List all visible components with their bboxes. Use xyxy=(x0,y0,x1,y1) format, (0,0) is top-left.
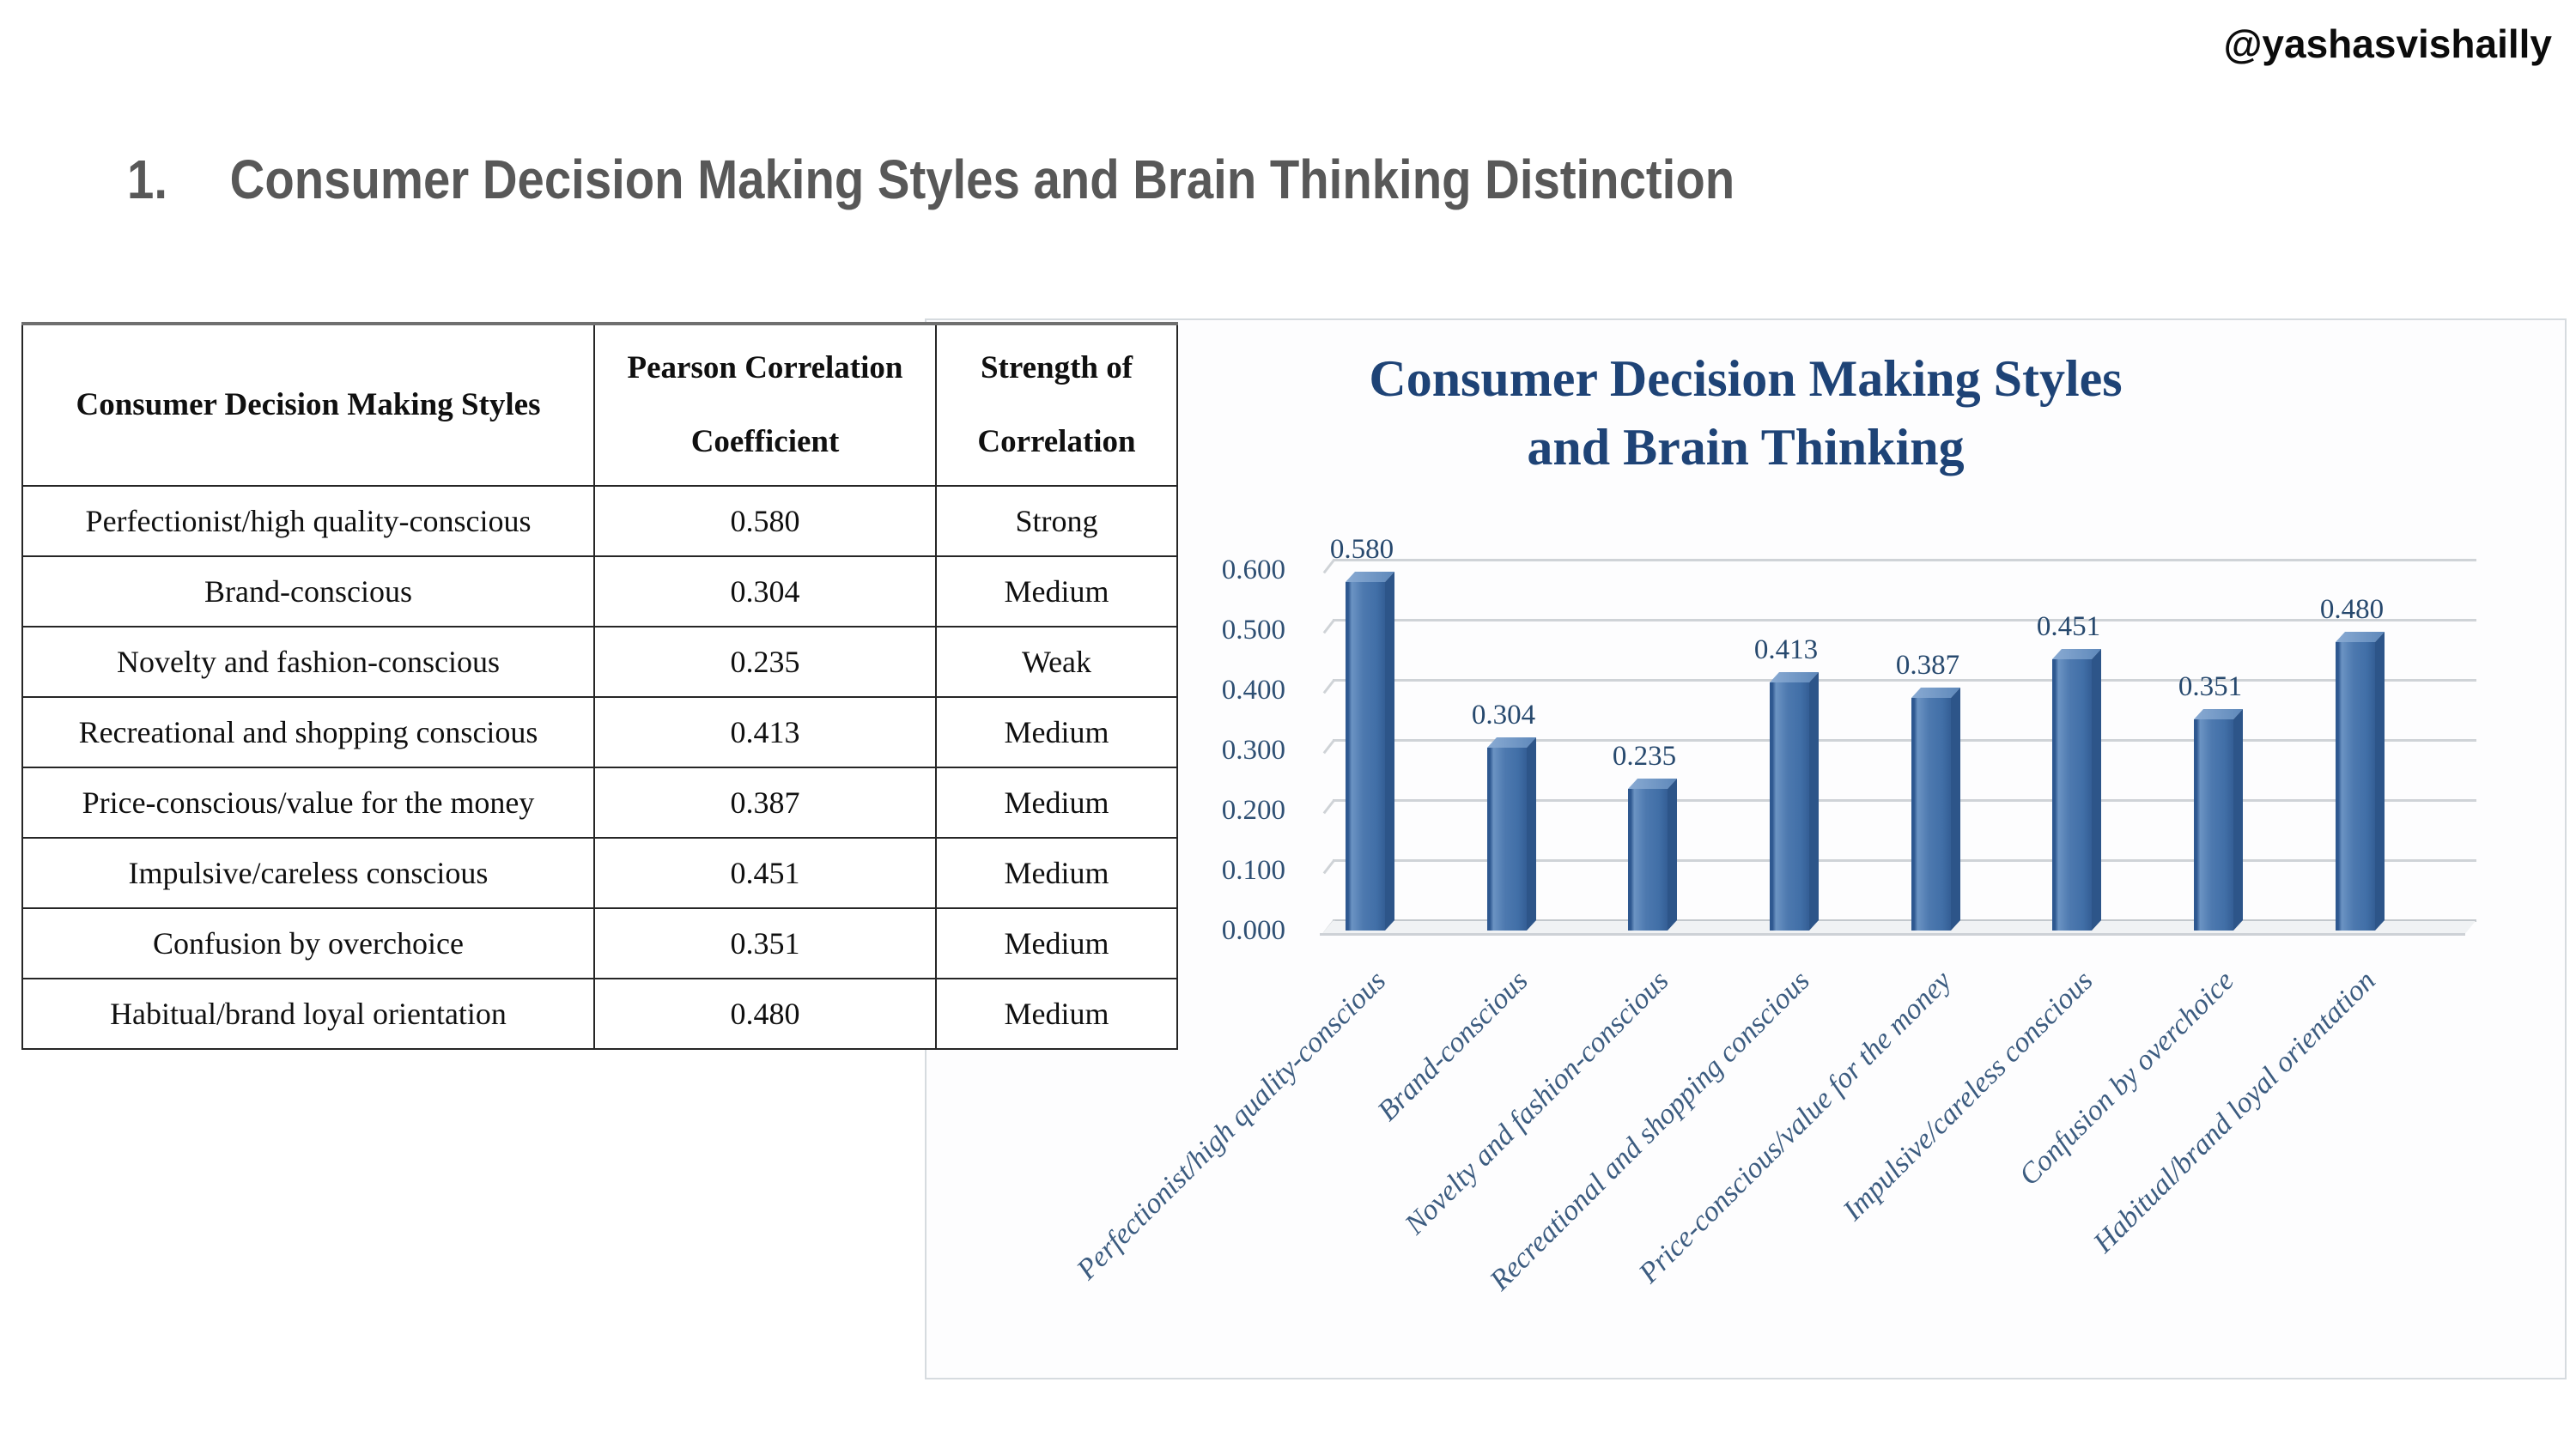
y-axis-tick-label: 0.400 xyxy=(1221,675,1285,706)
gridline-zero xyxy=(1333,919,2476,922)
table-cell: 0.580 xyxy=(593,485,937,557)
table-cell: Brand-conscious xyxy=(21,555,595,627)
gridline xyxy=(1333,859,2476,862)
gridline xyxy=(1333,619,2476,621)
gridline xyxy=(1333,739,2476,742)
bar-4 xyxy=(1770,682,1809,931)
chart-title: Consumer Decision Making Styles and Brai… xyxy=(927,344,2565,482)
bar-value-label: 0.480 xyxy=(2319,594,2385,625)
table-cell: 0.351 xyxy=(593,907,937,979)
bar-value-label: 0.451 xyxy=(2036,611,2101,642)
bar-value-label: 0.235 xyxy=(1612,741,1677,772)
chart-title-line-1: Consumer Decision Making Styles xyxy=(1369,350,2123,407)
table-cell: Recreational and shopping conscious xyxy=(21,696,595,768)
table-row: Novelty and fashion-conscious 0.235 Weak xyxy=(21,626,1178,698)
table-row: Impulsive/careless conscious 0.451 Medium xyxy=(21,837,1178,909)
bar-6 xyxy=(2052,659,2092,931)
table-cell: Medium xyxy=(935,767,1178,839)
x-axis-category-label-text: Brand-conscious xyxy=(1371,965,1534,1128)
table-column-header: Consumer Decision Making Styles xyxy=(21,323,595,487)
table-row: Price-conscious/value for the money 0.387… xyxy=(21,767,1178,839)
table-cell: Impulsive/careless conscious xyxy=(21,837,595,909)
y-axis-tick-label: 0.500 xyxy=(1221,615,1285,646)
table-cell: 0.451 xyxy=(593,837,937,909)
gridline xyxy=(1333,559,2476,561)
table-column-header: Strength of Correlation xyxy=(935,323,1178,487)
table-cell: Medium xyxy=(935,555,1178,627)
x-axis-category-label-text: Price-conscious/value for the money xyxy=(1633,965,1959,1290)
heading-number: 1. xyxy=(127,149,167,210)
table-cell: 0.480 xyxy=(593,978,937,1050)
bar-value-label: 0.580 xyxy=(1329,534,1394,565)
correlation-table-head: Consumer Decision Making Styles Pearson C… xyxy=(21,323,1178,487)
table-cell: Perfectionist/high quality-conscious xyxy=(21,485,595,557)
table-cell: 0.304 xyxy=(593,555,937,627)
table-row: Habitual/brand loyal orientation 0.480 Med… xyxy=(21,978,1178,1050)
y-axis-tick-label: 0.300 xyxy=(1221,735,1285,766)
gridline xyxy=(1333,679,2476,682)
x-axis-category-label-text: Recreational and shopping conscious xyxy=(1484,965,1817,1297)
gridline xyxy=(1333,799,2476,802)
table-cell: Habitual/brand loyal orientation xyxy=(21,978,595,1050)
correlation-table-body: Perfectionist/high quality-conscious 0.58… xyxy=(21,485,1178,1050)
x-axis-category-label-text: Novelty and fashion-conscious xyxy=(1398,965,1675,1241)
table-cell: Medium xyxy=(935,837,1178,909)
bar-2 xyxy=(1487,748,1527,931)
table-cell: Price-conscious/value for the money xyxy=(21,767,595,839)
bar-value-label: 0.387 xyxy=(1895,650,1960,681)
author-handle: @yashasvishailly xyxy=(2223,21,2552,66)
table-cell: Medium xyxy=(935,696,1178,768)
table-row: Brand-conscious 0.304 Medium xyxy=(21,555,1178,627)
chart-floor-front-edge xyxy=(1320,933,2465,936)
correlation-table: Consumer Decision Making Styles Pearson C… xyxy=(21,322,1178,1050)
table-cell: Strong xyxy=(935,485,1178,557)
chart-panel: Consumer Decision Making Styles and Brai… xyxy=(925,318,2567,1379)
table-row: Perfectionist/high quality-conscious 0.58… xyxy=(21,485,1178,557)
y-axis-tick-label: 0.000 xyxy=(1221,915,1285,946)
bar-8 xyxy=(2336,642,2375,931)
table-cell: 0.413 xyxy=(593,696,937,768)
table-header-row: Consumer Decision Making Styles Pearson C… xyxy=(21,323,1178,487)
heading-text: Consumer Decision Making Styles and Brai… xyxy=(229,149,1735,210)
table-cell: Medium xyxy=(935,978,1178,1050)
table-cell: Weak xyxy=(935,626,1178,698)
bar-3 xyxy=(1628,789,1668,931)
bar-value-label: 0.304 xyxy=(1471,700,1536,731)
bar-value-label: 0.351 xyxy=(2178,671,2243,702)
table-cell: Novelty and fashion-conscious xyxy=(21,626,595,698)
bar-value-label: 0.413 xyxy=(1753,634,1819,665)
table-row: Recreational and shopping conscious 0.413… xyxy=(21,696,1178,768)
y-axis-tick-label: 0.100 xyxy=(1221,855,1285,886)
table-cell: Confusion by overchoice xyxy=(21,907,595,979)
table-cell: Medium xyxy=(935,907,1178,979)
bar-5 xyxy=(1911,698,1951,931)
table-cell: 0.235 xyxy=(593,626,937,698)
table-column-header: Pearson Correlation Coefficient xyxy=(593,323,937,487)
bar-7 xyxy=(2194,719,2233,931)
table-cell: 0.387 xyxy=(593,767,937,839)
table-row: Confusion by overchoice 0.351 Medium xyxy=(21,907,1178,979)
x-axis-category-label-text: Habitual/brand loyal orientation xyxy=(2087,965,2383,1259)
y-axis-tick-label: 0.600 xyxy=(1221,555,1285,585)
bar-chart-plot: 0.000 0.100 0.200 0.300 0.400 0.500 0.600 0.580… xyxy=(927,320,2565,1378)
x-axis-category-label-text: Impulsive/careless conscious xyxy=(1837,965,2099,1228)
bar-1 xyxy=(1346,582,1385,931)
y-axis-tick-label: 0.200 xyxy=(1221,795,1285,826)
chart-title-line-2: and Brain Thinking xyxy=(1527,419,1965,476)
chart-floor xyxy=(1321,921,2476,936)
section-heading: 1. Consumer Decision Making Styles and Br… xyxy=(127,148,1735,211)
